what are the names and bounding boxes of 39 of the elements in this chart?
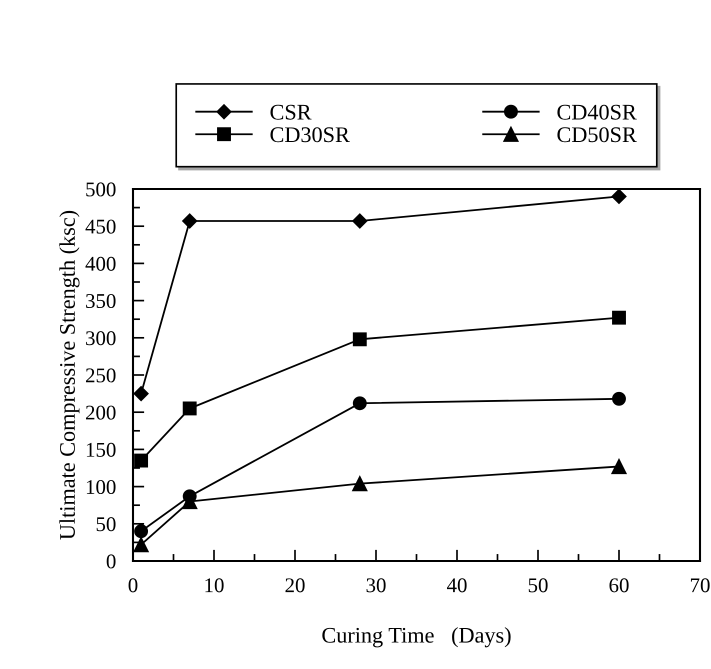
x-tick-label: 40 <box>446 578 467 592</box>
legend-label: CD50SR <box>557 127 637 142</box>
x-tick-label: 10 <box>205 578 224 592</box>
x-tick-label: 60 <box>609 578 629 592</box>
legend-label: CD40SR <box>557 104 637 120</box>
point <box>182 402 197 416</box>
point <box>182 213 198 229</box>
legend-label: CD30SR <box>270 127 350 142</box>
y-tick-label: 400 <box>85 256 116 271</box>
legend-label: CSR <box>270 104 312 120</box>
y-tick-label: 450 <box>85 220 116 234</box>
point <box>133 536 149 552</box>
y-tick-label: 200 <box>86 406 116 420</box>
point <box>612 310 626 325</box>
point <box>134 386 149 402</box>
point <box>612 392 626 406</box>
x-tick-label: 20 <box>286 578 305 592</box>
y-tick-label: 500 <box>86 182 116 196</box>
point <box>352 396 367 410</box>
y-tick-label: 100 <box>86 480 116 494</box>
point <box>134 454 148 468</box>
x-axis-title: Curing Time (Days) <box>322 627 511 648</box>
point <box>611 458 627 474</box>
y-tick-label: 250 <box>86 368 116 382</box>
y-tick-label: 150 <box>86 442 116 457</box>
y-tick-label: 50 <box>96 517 116 532</box>
y-tick-label: 300 <box>86 331 116 346</box>
x-tick-label: 50 <box>528 578 548 592</box>
x-tick-label: 30 <box>366 578 386 592</box>
y-axis-title: Ultimate Compressive Strength (ksc) <box>59 210 80 540</box>
y-tick-label: 350 <box>86 294 116 308</box>
point <box>352 476 368 492</box>
point <box>352 213 368 229</box>
x-tick-label: 0 <box>128 578 138 592</box>
point <box>134 524 148 538</box>
point <box>352 332 367 346</box>
x-tick-label: 70 <box>690 578 710 592</box>
point <box>611 189 627 204</box>
y-tick-label: 0 <box>106 554 116 568</box>
